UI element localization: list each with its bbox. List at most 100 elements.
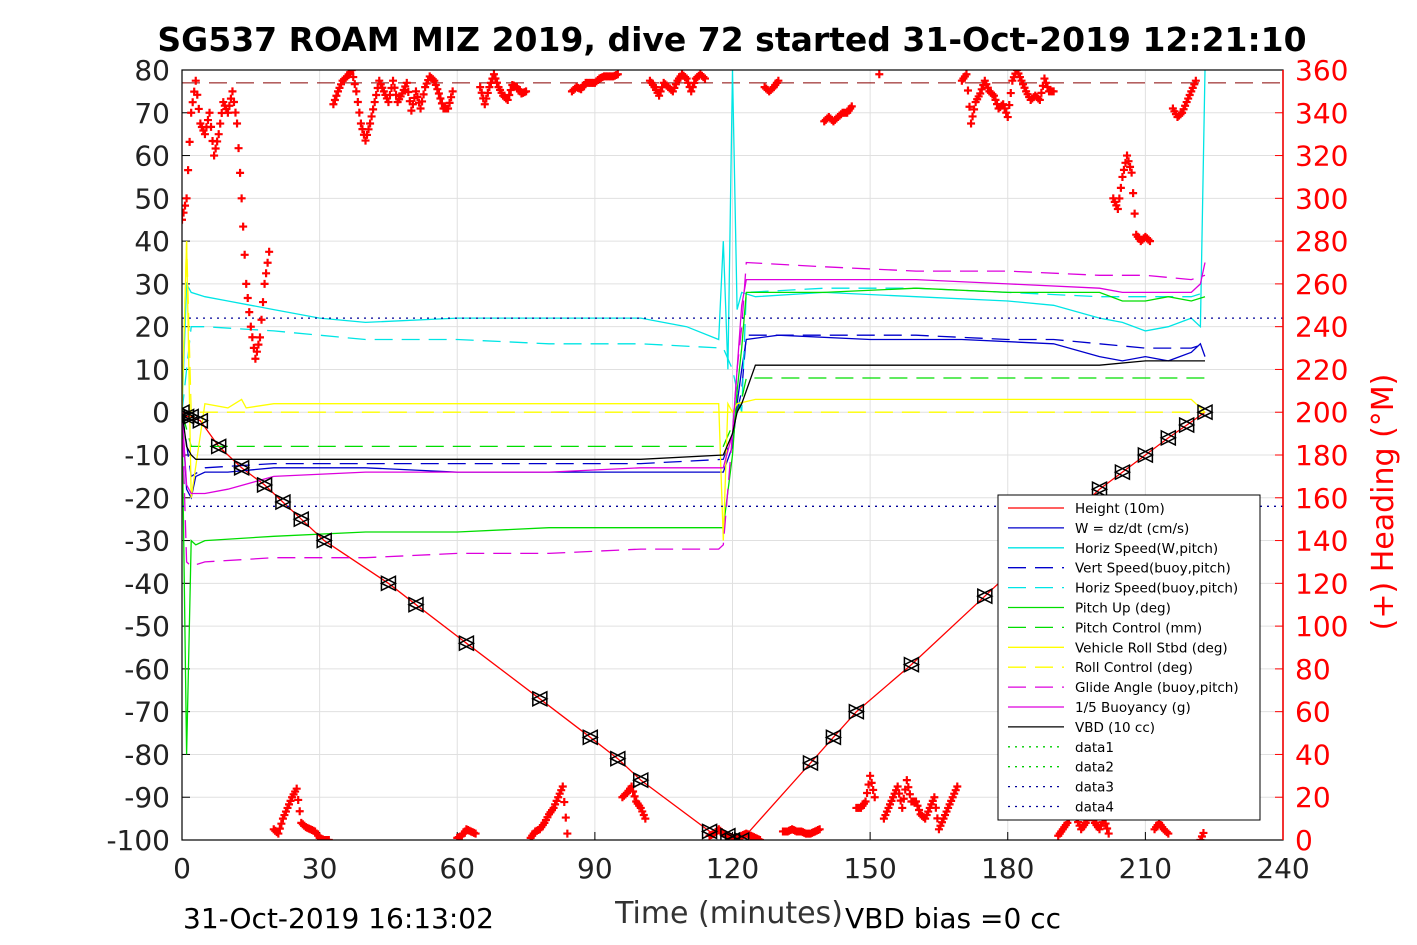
heading-marker [1003, 113, 1012, 122]
y2-tick-label: 80 [1295, 653, 1331, 686]
heading-marker [275, 824, 284, 833]
heading-marker [1043, 83, 1052, 92]
heading-marker [370, 98, 379, 107]
heading-marker [185, 137, 194, 146]
y-tick-label: -90 [124, 781, 170, 814]
heading-marker [184, 166, 193, 175]
dive-marker-left [1177, 416, 1195, 434]
heading-marker [191, 76, 200, 85]
dive-markers [182, 404, 1214, 840]
heading-marker [913, 801, 922, 810]
heading-marker [262, 269, 271, 278]
y2-tick-label: 220 [1295, 353, 1348, 386]
dive-marker-left [407, 596, 424, 613]
dive-marker-left [723, 831, 741, 840]
dive-marker-left [902, 656, 920, 673]
heading-marker [210, 151, 219, 160]
heading-marker [815, 825, 824, 834]
heading-marker [1123, 151, 1132, 160]
heading-marker [912, 797, 920, 806]
heading-marker [214, 130, 223, 139]
series-line-9 [182, 261, 1206, 567]
heading-marker [866, 771, 875, 780]
heading-marker [988, 90, 997, 99]
heading-marker [471, 829, 480, 838]
series-line-11 [182, 360, 1205, 460]
heading-marker [242, 279, 251, 288]
dive-marker-left [581, 729, 599, 746]
heading-marker [688, 83, 697, 92]
heading-marker [347, 70, 356, 74]
heading-marker [629, 787, 638, 796]
legend-label: Pitch Control (mm) [1075, 620, 1202, 636]
dive-marker-left [315, 532, 332, 549]
heading-marker [1049, 87, 1058, 96]
x-tick-label: 90 [577, 852, 613, 885]
heading-marker [295, 807, 304, 816]
heading-marker [447, 93, 456, 102]
heading-marker [641, 814, 650, 823]
heading-marker [194, 104, 203, 113]
heading-marker [187, 108, 196, 117]
heading-marker [902, 776, 911, 785]
heading-marker [418, 97, 427, 106]
legend-label: Horiz Speed(buoy,pitch) [1075, 581, 1238, 597]
heading-marker [483, 88, 492, 97]
heading-marker [367, 112, 376, 121]
heading-marker [200, 130, 209, 139]
heading-marker [346, 70, 355, 77]
heading-marker [1130, 209, 1139, 218]
heading-marker [1129, 189, 1138, 198]
heading-marker [413, 93, 422, 102]
heading-marker [361, 136, 370, 145]
dive-marker-left [976, 587, 993, 605]
heading-marker [1002, 108, 1011, 117]
heading-marker [193, 90, 202, 99]
y2-tick-label: 40 [1295, 738, 1331, 771]
heading-marker [970, 105, 979, 114]
heading-marker [1116, 183, 1125, 192]
heading-marker [246, 322, 255, 331]
legend-label: VBD (10 cc) [1075, 720, 1155, 736]
heading-marker [522, 87, 531, 96]
legend-label: data1 [1075, 740, 1114, 756]
heading-marker [491, 74, 500, 83]
x-tick-label: 0 [173, 852, 191, 885]
heading-marker [1176, 110, 1185, 119]
heading-marker [489, 70, 498, 79]
heading-marker [1041, 78, 1050, 87]
legend-label: Roll Control (deg) [1075, 660, 1193, 676]
heading-marker [847, 102, 856, 111]
heading-marker [392, 90, 401, 99]
series-line-7 [182, 241, 1206, 541]
heading-marker [1119, 165, 1128, 174]
heading-marker [991, 95, 1000, 104]
heading-marker [558, 782, 567, 791]
heading-marker [436, 94, 445, 103]
heading-marker [630, 792, 639, 801]
y-tick-label: 10 [134, 353, 170, 386]
heading-marker [363, 130, 372, 139]
dive-marker-left [531, 690, 548, 708]
heading-marker [260, 279, 269, 288]
heading-marker [962, 70, 971, 79]
heading-marker [1034, 94, 1043, 103]
y-tick-label: -60 [124, 653, 170, 686]
dive-marker-left [255, 476, 273, 494]
heading-marker [1040, 74, 1049, 83]
x-tick-label: 210 [1119, 852, 1172, 885]
legend-label: Height (10m) [1075, 501, 1165, 517]
heading-marker [228, 87, 237, 96]
heading-marker [563, 829, 572, 838]
x-tick-label: 60 [439, 852, 475, 885]
heading-marker [329, 100, 338, 109]
heading-marker [505, 91, 514, 100]
heading-marker [1126, 162, 1135, 171]
heading-marker [356, 119, 365, 128]
heading-marker [870, 793, 879, 802]
heading-marker [233, 119, 242, 128]
heading-marker [231, 108, 240, 117]
y-tick-label: -10 [124, 439, 170, 472]
heading-marker [476, 83, 485, 92]
x-tick-label: 180 [981, 852, 1034, 885]
